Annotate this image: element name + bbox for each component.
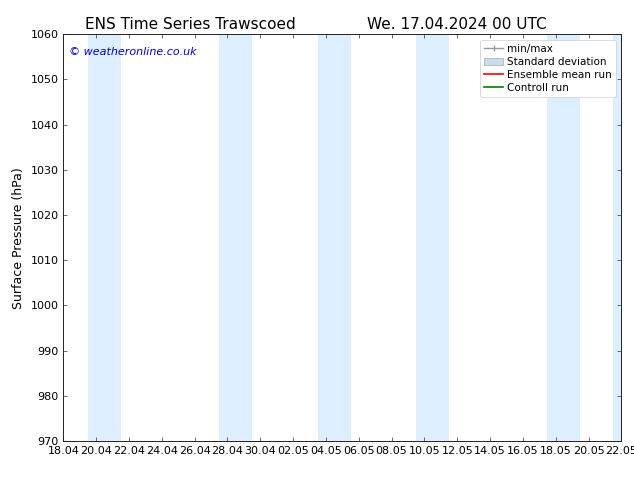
Bar <box>88 34 121 441</box>
Text: We. 17.04.2024 00 UTC: We. 17.04.2024 00 UTC <box>366 17 547 32</box>
Bar <box>416 34 449 441</box>
Bar <box>548 34 580 441</box>
Text: © weatheronline.co.uk: © weatheronline.co.uk <box>69 47 197 56</box>
Y-axis label: Surface Pressure (hPa): Surface Pressure (hPa) <box>12 167 25 309</box>
Legend: min/max, Standard deviation, Ensemble mean run, Controll run: min/max, Standard deviation, Ensemble me… <box>480 40 616 97</box>
Bar <box>219 34 252 441</box>
Text: ENS Time Series Trawscoed: ENS Time Series Trawscoed <box>85 17 295 32</box>
Bar <box>613 34 630 441</box>
Bar <box>318 34 351 441</box>
